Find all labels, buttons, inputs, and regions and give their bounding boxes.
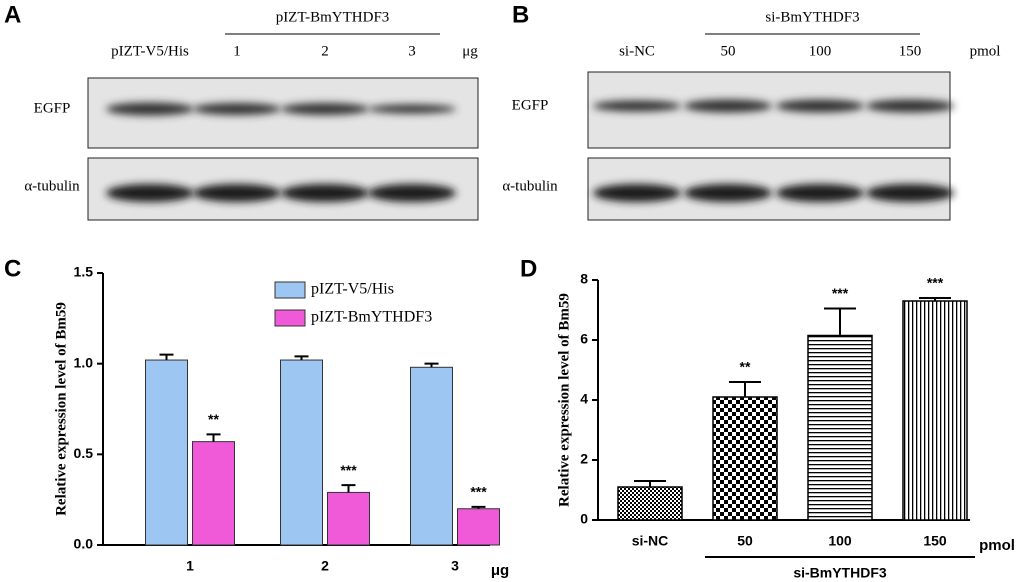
significance: ** (740, 359, 751, 375)
x-tick-label: 3 (451, 558, 459, 574)
significance: *** (927, 275, 944, 291)
row-label: α-tubulin (24, 178, 80, 194)
error-bar (424, 362, 439, 368)
band (593, 184, 681, 202)
band (281, 184, 369, 202)
panel-letter: B (512, 1, 529, 28)
error-bar (634, 480, 666, 487)
significance: *** (340, 462, 357, 478)
legend-label: pIZT-BmYTHDF3 (311, 309, 432, 326)
y-tick-label: 0.0 (74, 536, 94, 552)
error-bar (341, 484, 356, 493)
panel-letter: D (520, 255, 537, 282)
error-bar (729, 381, 761, 397)
bar (902, 300, 968, 521)
bar (617, 486, 683, 521)
lane-label: 50 (721, 43, 736, 59)
x-axis-unit: μg (491, 562, 509, 579)
group-label: si-BmYTHDF3 (765, 9, 859, 25)
band (866, 184, 954, 202)
x-tick-label: si-NC (632, 533, 669, 549)
row-label: EGFP (512, 97, 549, 113)
band (281, 103, 369, 115)
band (776, 184, 864, 202)
lane-label: pIZT-V5/His (111, 43, 189, 59)
y-axis-title: Relative expression level of Bm59 (53, 302, 69, 516)
bar (280, 359, 323, 546)
x-tick-label: 100 (828, 533, 852, 549)
band (866, 99, 954, 113)
row-label: α-tubulin (502, 178, 558, 194)
x-axis-unit: pmol (979, 537, 1015, 554)
band (684, 99, 772, 113)
band (106, 102, 194, 116)
band (368, 104, 456, 114)
y-tick-label: 0.5 (74, 445, 94, 461)
bar (327, 491, 370, 546)
y-tick-label: 8 (580, 271, 588, 287)
x-tick-label: 1 (186, 558, 194, 574)
unit-label: pmol (970, 43, 1001, 59)
x-tick-label: 150 (923, 533, 947, 549)
lane-label: 3 (408, 43, 416, 59)
lane-label: 150 (899, 43, 922, 59)
row-label: EGFP (34, 100, 71, 116)
lane-label: 100 (809, 43, 832, 59)
y-tick-label: 1.5 (74, 264, 94, 280)
lane-label: 2 (321, 43, 329, 59)
panel-letter: C (4, 255, 21, 282)
band (193, 103, 281, 115)
bar (712, 396, 778, 521)
band (684, 184, 772, 202)
error-bar (294, 355, 309, 361)
group-label: si-BmYTHDF3 (793, 565, 887, 581)
significance: *** (832, 285, 849, 301)
error-bar (471, 505, 486, 509)
y-tick-label: 6 (580, 331, 588, 347)
legend-label: pIZT-V5/His (311, 281, 394, 298)
bar (192, 441, 235, 546)
y-axis-title: Relative expression level of Bm59 (556, 293, 572, 507)
band (106, 184, 194, 202)
band (193, 184, 281, 202)
y-tick-label: 2 (580, 451, 588, 467)
error-bar (206, 433, 221, 442)
bar (807, 334, 873, 521)
error-bar (919, 297, 951, 301)
error-bar (824, 307, 856, 336)
lane-label: 1 (233, 43, 241, 59)
legend-swatch (274, 281, 306, 299)
significance: ** (208, 411, 219, 427)
bar (145, 359, 188, 546)
band (776, 99, 864, 113)
band (593, 100, 681, 112)
legend-swatch (274, 309, 306, 327)
bar (457, 508, 500, 546)
group-label: pIZT-BmYTHDF3 (276, 9, 390, 25)
band (368, 184, 456, 202)
lane-label: si-NC (619, 43, 655, 59)
significance: *** (470, 484, 487, 500)
error-bar (159, 353, 174, 361)
y-tick-label: 4 (580, 391, 588, 407)
x-tick-label: 2 (321, 558, 329, 574)
y-tick-label: 0 (580, 511, 588, 527)
panel-letter: A (4, 1, 21, 28)
bar (410, 366, 453, 546)
y-tick-label: 1.0 (74, 354, 94, 370)
unit-label: μg (462, 43, 478, 59)
x-tick-label: 50 (737, 533, 753, 549)
